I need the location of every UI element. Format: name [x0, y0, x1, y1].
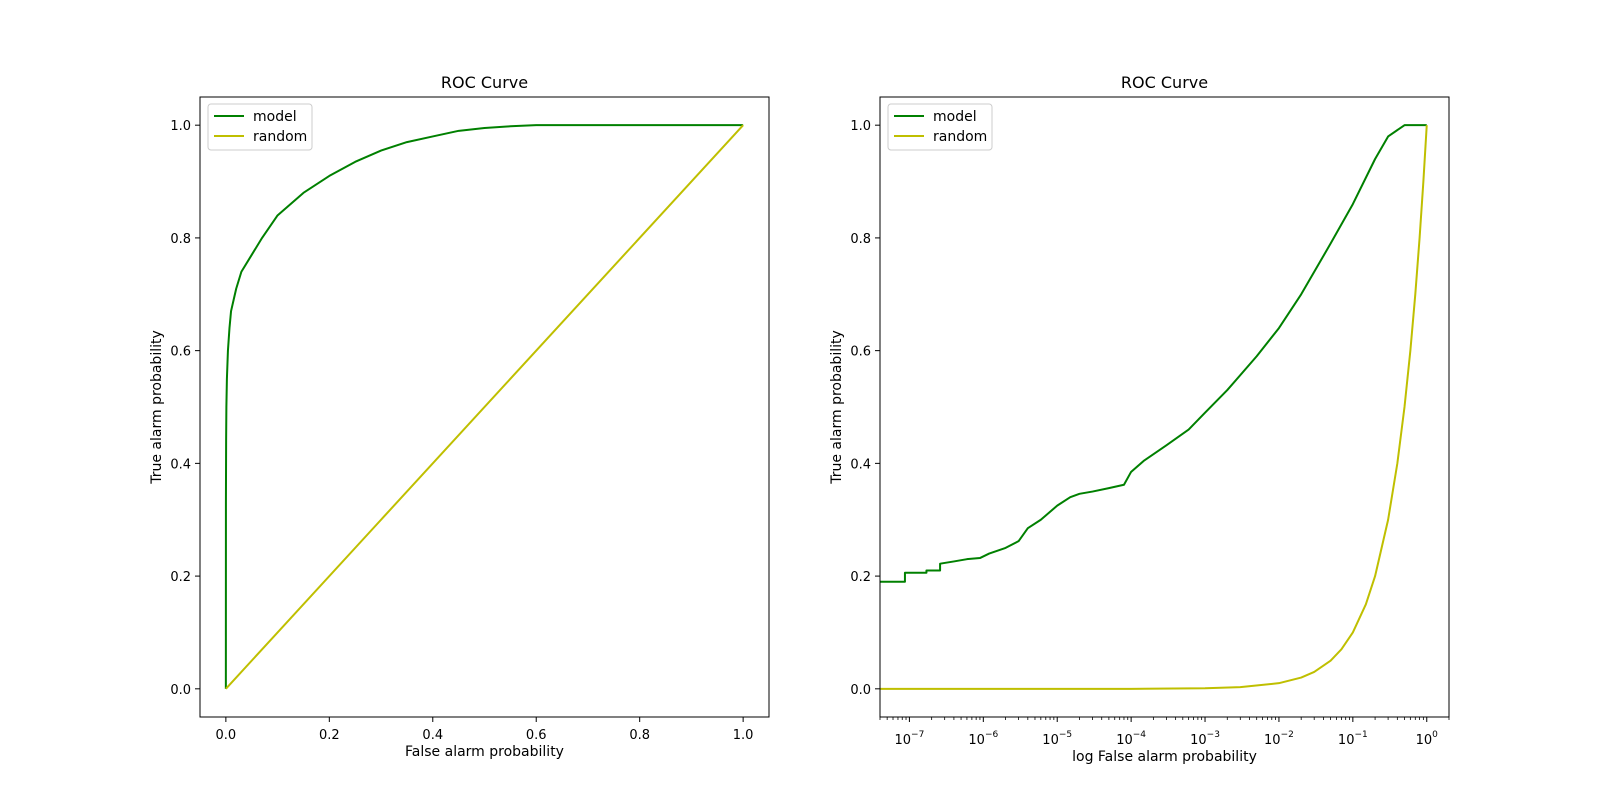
y-tick-label: 0.4	[170, 457, 191, 472]
legend-label-model: model	[253, 109, 297, 125]
chart-title: ROC Curve	[1121, 73, 1208, 92]
series-line-model	[880, 124, 1427, 583]
y-tick-label: 1.0	[170, 119, 191, 134]
right-chart: ROC Curve 10−7 10−6 10−5 10−4 10−3 10−2 10−1 10…	[829, 73, 1450, 765]
axes-frame	[199, 96, 770, 718]
legend-label-model: model	[933, 109, 977, 125]
x-tick-label: 10−5	[1042, 730, 1072, 748]
x-tick-label: 0.2	[319, 728, 340, 743]
y-axis-label: True alarm probability	[149, 330, 165, 485]
x-ticks: 10−7 10−6 10−5 10−4 10−3 10−2 10−1 100	[879, 717, 1450, 748]
y-ticks: 0.0 0.2 0.4 0.6 0.8 1.0	[850, 119, 880, 698]
y-tick-label: 0.8	[170, 232, 191, 247]
plot-area	[880, 124, 1428, 690]
left-chart: ROC Curve 0.0 0.2 0.4 0.6 0.8 1.0 0.00.20.40.…	[149, 73, 770, 760]
y-ticks: 0.0 0.2 0.4 0.6 0.8 1.0	[170, 119, 200, 698]
x-tick-label: 10−2	[1264, 730, 1294, 748]
y-tick-label: 0.6	[170, 345, 191, 360]
y-tick-label: 1.0	[850, 119, 871, 134]
x-tick-label: 1.0	[733, 728, 754, 743]
series-line-random	[225, 124, 744, 690]
legend: model random	[887, 103, 993, 151]
y-tick-label: 0.2	[170, 570, 191, 585]
y-tick-label: 0.2	[850, 570, 871, 585]
x-tick-label: 10−3	[1190, 730, 1220, 748]
x-axis-label: log False alarm probability	[1072, 749, 1257, 765]
y-tick-label: 0.8	[850, 232, 871, 247]
chart-title: ROC Curve	[441, 73, 528, 92]
legend-label-random: random	[253, 129, 307, 145]
x-tick-label: 0.8	[629, 728, 650, 743]
legend: model random	[207, 103, 313, 151]
axes-frame	[879, 96, 1450, 718]
y-tick-label: 0.0	[850, 683, 871, 698]
x-axis-label: False alarm probability	[405, 744, 564, 760]
x-tick-label: 10−1	[1338, 730, 1368, 748]
x-tick-label: 10−4	[1116, 730, 1146, 748]
x-tick-label: 100	[1416, 730, 1439, 748]
plot-area	[224, 124, 744, 690]
series-line-model	[224, 124, 744, 689]
x-tick-label: 0.4	[422, 728, 443, 743]
legend-label-random: random	[933, 129, 987, 145]
y-tick-label: 0.6	[850, 345, 871, 360]
x-tick-label: 10−7	[894, 730, 924, 748]
y-axis-label: True alarm probability	[829, 330, 845, 485]
y-tick-label: 0.4	[850, 457, 871, 472]
series-line-random	[880, 125, 1428, 690]
x-tick-label: 0.0	[216, 728, 237, 743]
y-tick-label: 0.0	[170, 683, 191, 698]
x-tick-label: 0.6	[526, 728, 547, 743]
x-tick-label: 10−6	[968, 730, 998, 748]
x-ticks: 0.0 0.2 0.4 0.6 0.8 1.0	[216, 717, 754, 743]
